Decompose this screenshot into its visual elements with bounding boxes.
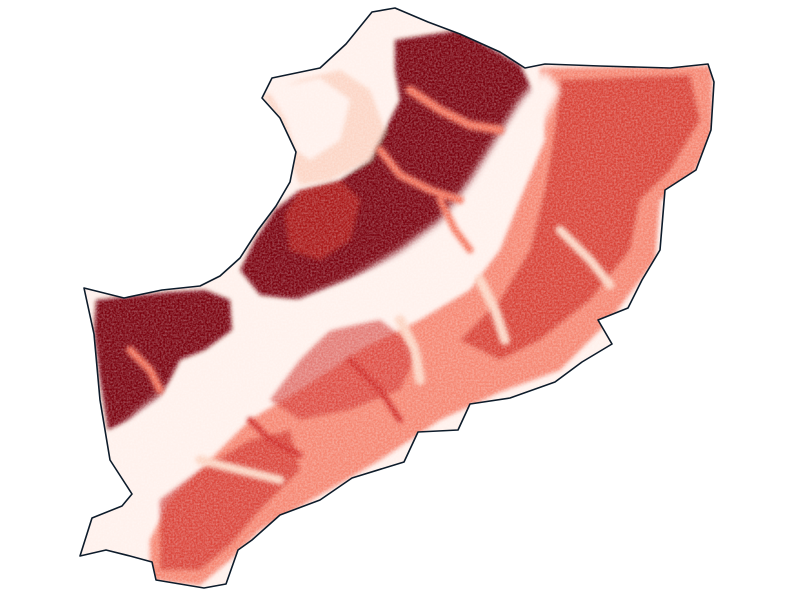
region-outline: [79, 7, 715, 589]
